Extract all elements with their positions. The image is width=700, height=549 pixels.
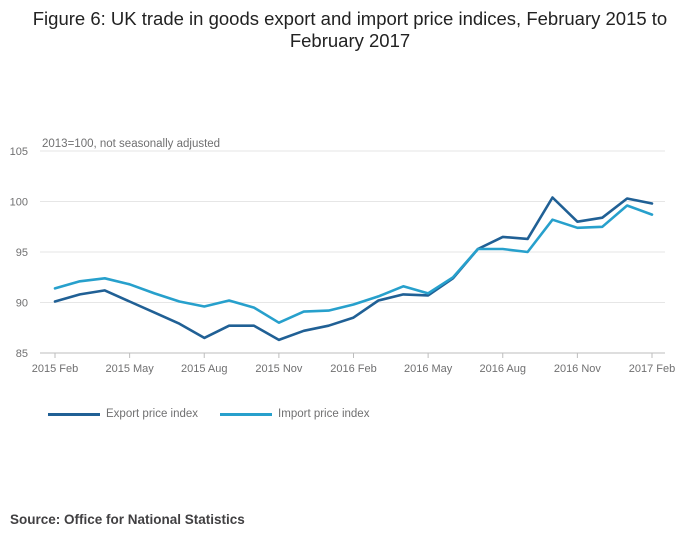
gridlines xyxy=(40,150,665,354)
y-tick-label: 90 xyxy=(16,298,28,310)
x-tick-label: 2016 Feb xyxy=(330,363,376,375)
chart-title: Figure 6: UK trade in goods export and i… xyxy=(32,8,668,51)
legend-label-export: Export price index xyxy=(106,408,199,420)
legend-item-export[interactable]: Export price index xyxy=(48,408,198,420)
y-tick-label: 105 xyxy=(10,146,28,158)
x-tick-label: 2015 Nov xyxy=(255,363,303,375)
y-tick-label: 100 xyxy=(10,197,28,209)
source-note: Source: Office for National Statistics xyxy=(10,512,245,527)
unit-note: 2013=100, not seasonally adjusted xyxy=(42,138,220,150)
series-line-import[interactable] xyxy=(53,204,654,325)
y-tick-label: 95 xyxy=(16,247,28,259)
x-tick-label: 2015 Feb xyxy=(32,363,78,375)
series-lines xyxy=(53,196,654,342)
legend-swatch-export xyxy=(48,412,100,416)
legend: Export price index Import price index xyxy=(48,408,391,420)
x-tick-label: 2016 Nov xyxy=(554,363,602,375)
x-tick-label: 2016 Aug xyxy=(480,363,527,375)
x-tick-label: 2016 May xyxy=(404,363,453,375)
axis-ticks: 85 90 95 100 105 2015 Feb 2015 May 2015 Aug 2015… xyxy=(10,146,676,375)
legend-label-import: Import price index xyxy=(278,408,370,420)
x-tick-label: 2015 Aug xyxy=(181,363,228,375)
y-tick-label: 85 xyxy=(16,348,28,360)
legend-swatch-import xyxy=(220,412,273,416)
legend-item-import[interactable]: Import price index xyxy=(220,408,369,420)
x-tick-label: 2015 May xyxy=(105,363,154,375)
series-line-export[interactable] xyxy=(53,196,654,342)
x-tick-label: 2017 Feb xyxy=(629,363,675,375)
